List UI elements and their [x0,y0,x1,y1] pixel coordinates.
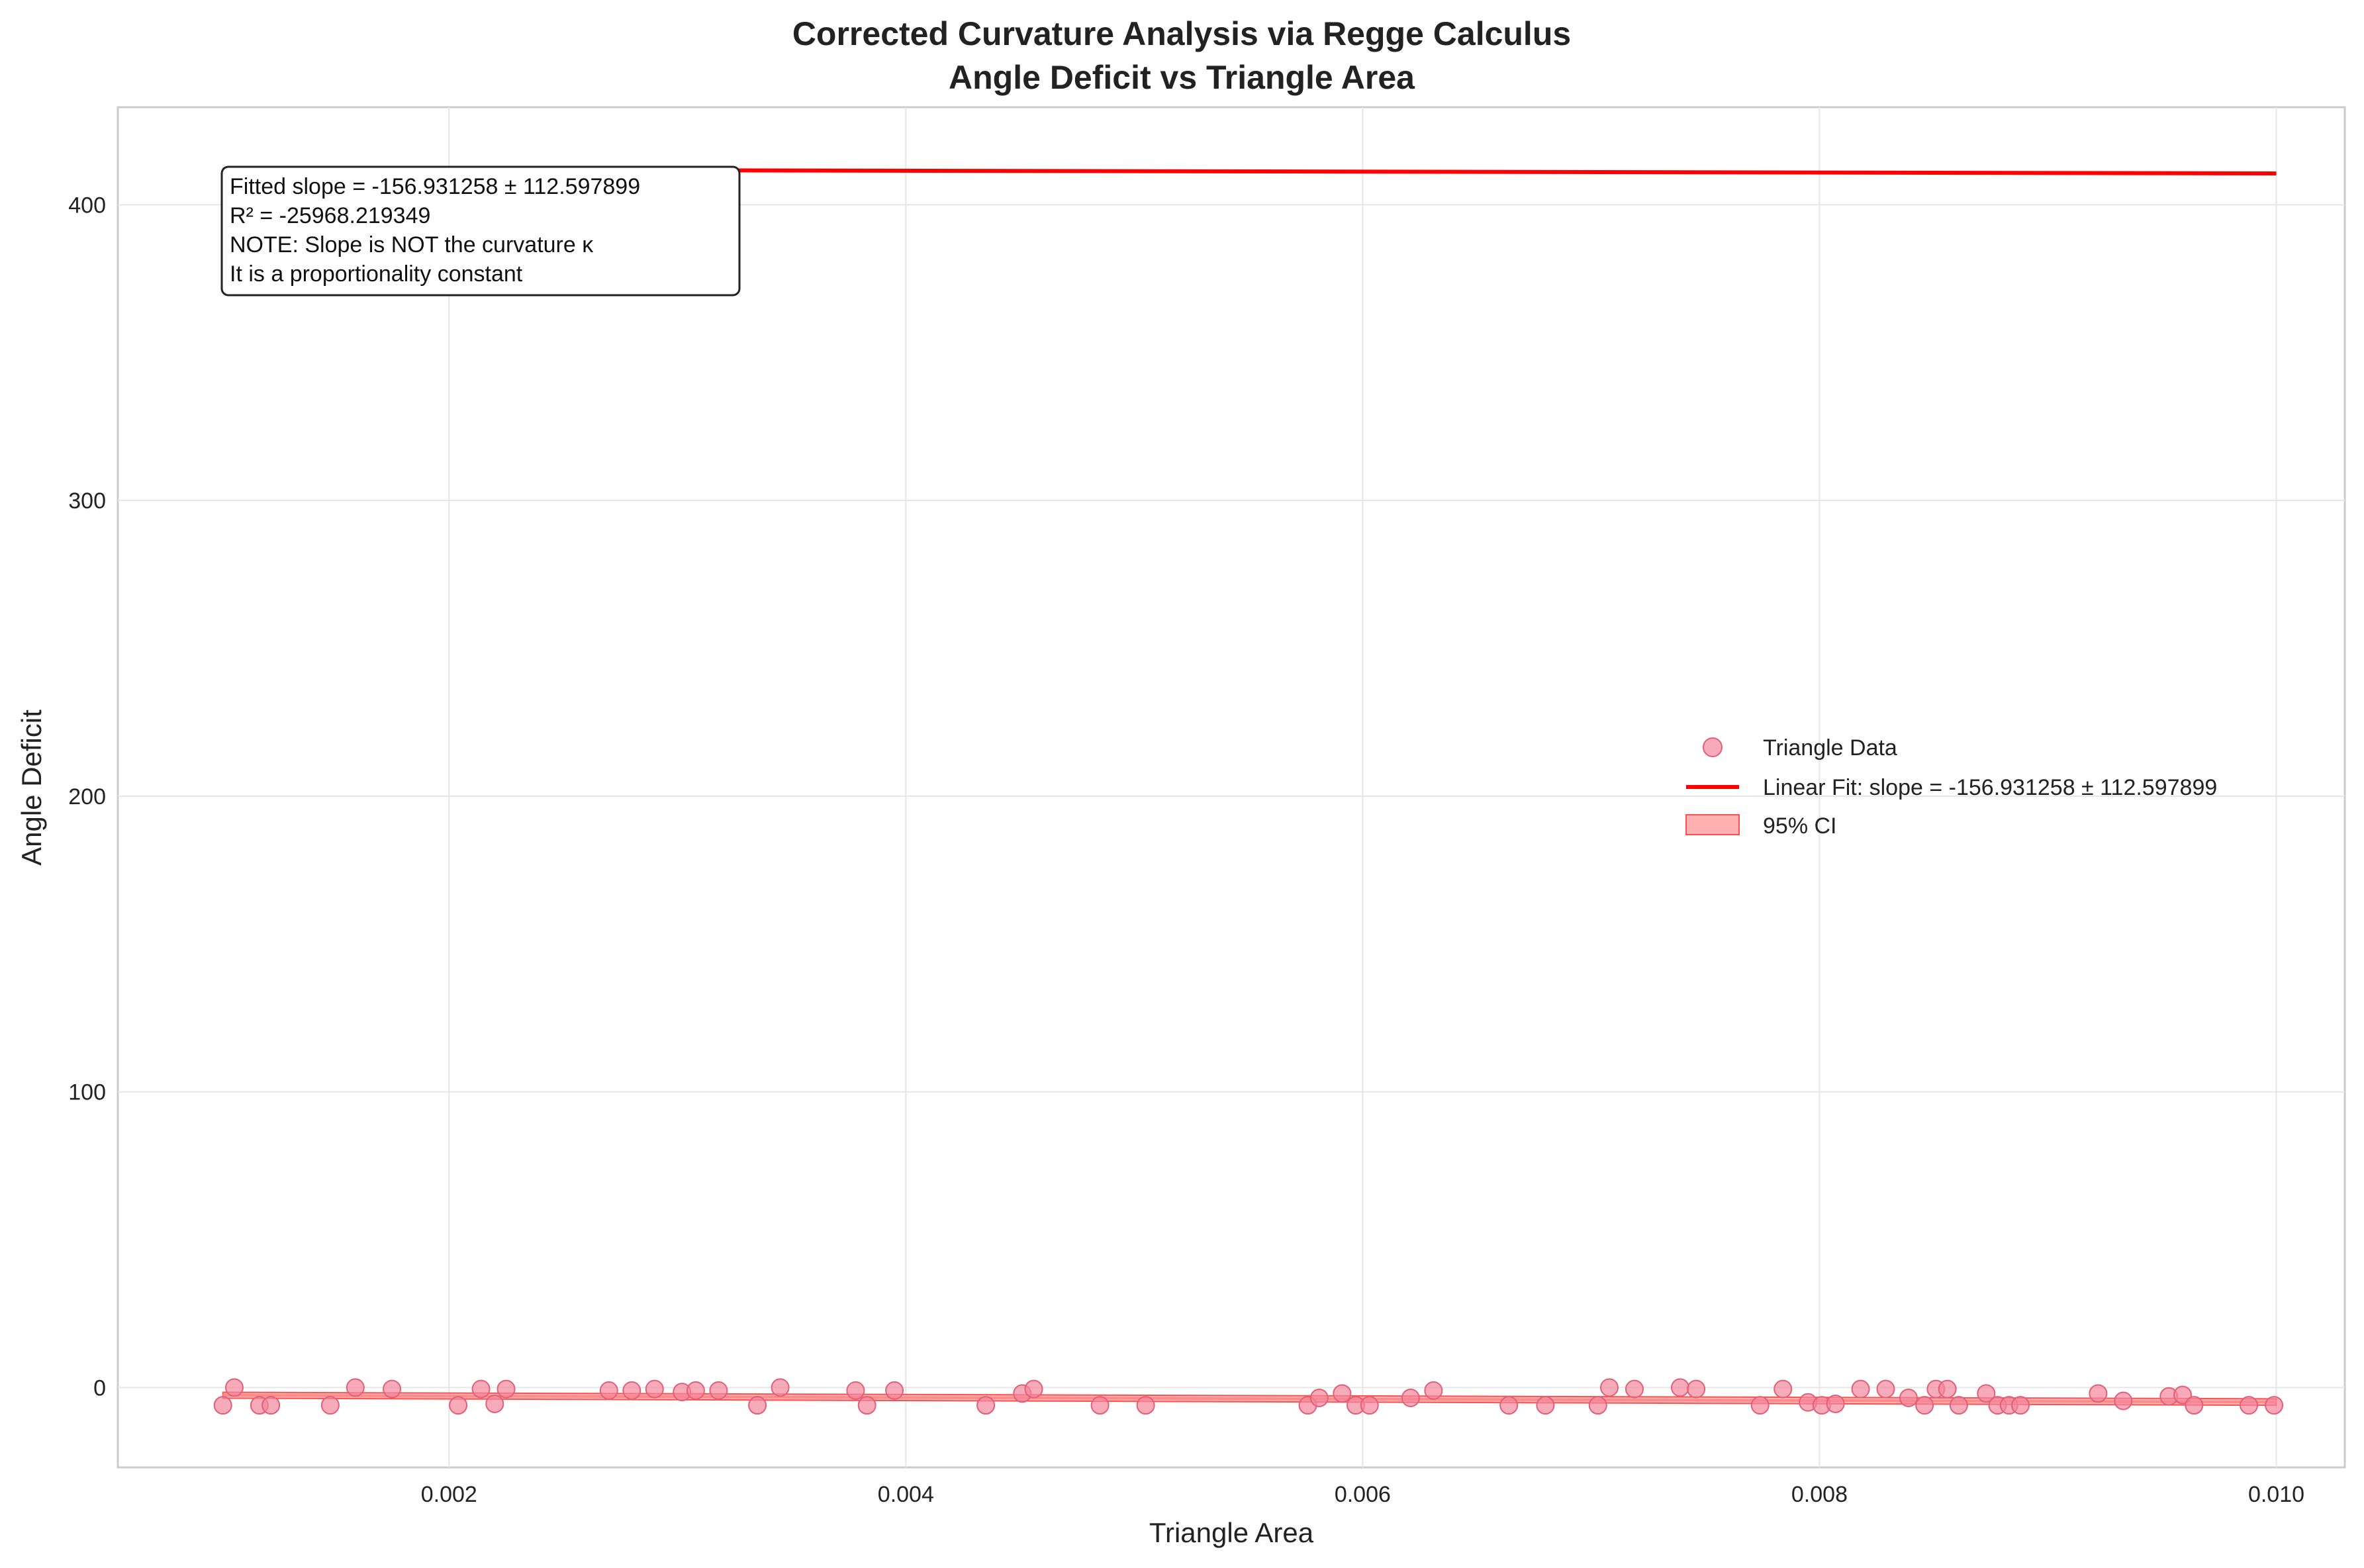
data-point [2173,1385,2193,1405]
data-point [2265,1396,2284,1415]
data-point [1949,1396,1968,1415]
data-point [709,1381,728,1400]
x-axis-label: Triangle Area [1149,1517,1314,1548]
data-point [2011,1396,2030,1415]
annotation-line-2: R² = -25968.219349 [230,203,430,228]
data-point [1625,1379,1644,1399]
data-point [599,1381,618,1400]
data-point [1024,1379,1043,1399]
plot-area [117,106,2346,1469]
legend: Triangle Data Linear Fit: slope = -156.9… [1685,735,2217,839]
y-tick-label: 200 [68,784,106,809]
annotation-box [220,165,741,297]
data-point [771,1378,790,1397]
data-point [1360,1396,1379,1415]
x-axis-ticks: 0.002 0.004 0.006 0.008 0.010 [421,1482,2304,1507]
data-point [1424,1381,1443,1400]
x-tick-label: 0.002 [421,1482,477,1507]
scatter-points [213,1378,2284,1415]
data-point [320,1396,340,1415]
data-point [622,1381,641,1400]
legend-label-linear-fit: Linear Fit: slope = -156.931258 ± 112.59… [1763,775,2217,800]
fit-annotation: Fitted slope = -156.931258 ± 112.597899 … [220,165,741,297]
data-point [1670,1378,1689,1397]
x-tick-label: 0.004 [878,1482,934,1507]
data-point [1750,1396,1770,1415]
annotation-line-4: It is a proportionality constant [230,261,523,287]
data-point [1600,1378,1619,1397]
data-point [346,1378,365,1397]
data-point [2240,1396,2259,1415]
data-point [1536,1396,1555,1415]
annotation-line-1: Fitted slope = -156.931258 ± 112.597899 [230,174,640,199]
x-tick-label: 0.010 [2248,1482,2304,1507]
y-axis-label: Angle Deficit [16,710,47,866]
legend-marker-triangle-data [1703,737,1723,757]
data-point [1938,1379,1957,1399]
data-point [846,1381,865,1400]
annotation-line-3: NOTE: Slope is NOT the curvature κ [230,232,594,257]
legend-marker-ci [1685,814,1740,835]
data-point [1826,1394,1845,1413]
y-axis-ticks: 0 100 200 300 400 [68,193,106,1401]
data-point [1876,1379,1895,1399]
data-point [213,1396,232,1415]
y-tick-label: 0 [93,1375,106,1401]
data-point [1588,1396,1607,1415]
data-point [485,1394,504,1413]
data-point [857,1396,876,1415]
data-point [261,1396,281,1415]
data-point [1899,1389,1918,1408]
chart-title-line-2: Angle Deficit vs Triangle Area [949,59,1415,96]
legend-label-triangle-data: Triangle Data [1763,735,1897,761]
data-point [1915,1396,1934,1415]
legend-label-ci: 95% CI [1763,813,1837,839]
data-point [1851,1379,1870,1399]
data-point [496,1379,516,1399]
data-point [1687,1379,1706,1399]
data-point [1090,1396,1110,1415]
data-point [2089,1384,2108,1403]
x-tick-label: 0.008 [1791,1482,1848,1507]
data-point [383,1379,402,1399]
y-tick-label: 100 [68,1080,106,1105]
data-point [1333,1384,1352,1403]
data-point [2185,1396,2204,1415]
y-tick-label: 400 [68,193,106,218]
data-point [1136,1396,1155,1415]
data-point [224,1378,244,1397]
data-point [2114,1391,2133,1410]
data-point [885,1381,904,1400]
data-point [1773,1379,1793,1399]
data-point [1499,1396,1519,1415]
y-tick-label: 300 [68,488,106,514]
data-point [686,1381,705,1400]
ci-center-line [222,1393,2277,1404]
data-point [471,1379,491,1399]
data-point [1401,1389,1420,1408]
data-point [976,1396,996,1415]
x-tick-label: 0.006 [1335,1482,1391,1507]
data-point [748,1396,767,1415]
data-point [449,1396,468,1415]
chart-title-line-1: Corrected Curvature Analysis via Regge C… [792,15,1571,52]
data-point [1309,1389,1329,1408]
data-point [1977,1384,1996,1403]
data-point [645,1379,664,1399]
